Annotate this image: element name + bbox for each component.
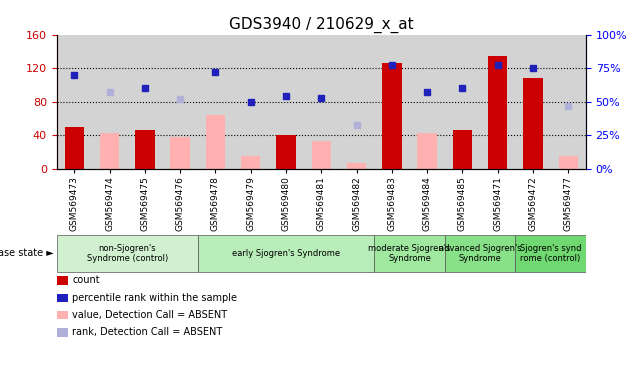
Bar — [488, 56, 507, 169]
Bar — [312, 141, 331, 169]
Bar — [171, 137, 190, 169]
FancyBboxPatch shape — [515, 235, 586, 272]
Bar — [206, 115, 225, 169]
Bar — [347, 163, 366, 169]
Text: early Sjogren's Syndrome: early Sjogren's Syndrome — [232, 249, 340, 258]
FancyBboxPatch shape — [445, 235, 515, 272]
Bar — [382, 63, 401, 169]
Bar — [453, 130, 472, 169]
Title: GDS3940 / 210629_x_at: GDS3940 / 210629_x_at — [229, 17, 414, 33]
FancyBboxPatch shape — [198, 235, 374, 272]
Bar — [418, 133, 437, 169]
Bar — [100, 133, 119, 169]
Bar — [277, 136, 295, 169]
Text: Sjogren's synd
rome (control): Sjogren's synd rome (control) — [520, 244, 581, 263]
Text: count: count — [72, 275, 100, 285]
Text: value, Detection Call = ABSENT: value, Detection Call = ABSENT — [72, 310, 227, 320]
Text: disease state ►: disease state ► — [0, 248, 54, 258]
Bar — [559, 156, 578, 169]
Bar — [135, 130, 154, 169]
Bar — [524, 78, 542, 169]
Bar — [65, 127, 84, 169]
Bar — [241, 156, 260, 169]
Text: rank, Detection Call = ABSENT: rank, Detection Call = ABSENT — [72, 327, 222, 337]
Text: percentile rank within the sample: percentile rank within the sample — [72, 293, 238, 303]
FancyBboxPatch shape — [57, 235, 198, 272]
FancyBboxPatch shape — [374, 235, 445, 272]
Text: advanced Sjogren's
Syndrome: advanced Sjogren's Syndrome — [438, 244, 522, 263]
Text: moderate Sjogren's
Syndrome: moderate Sjogren's Syndrome — [369, 244, 450, 263]
Text: non-Sjogren's
Syndrome (control): non-Sjogren's Syndrome (control) — [87, 244, 168, 263]
